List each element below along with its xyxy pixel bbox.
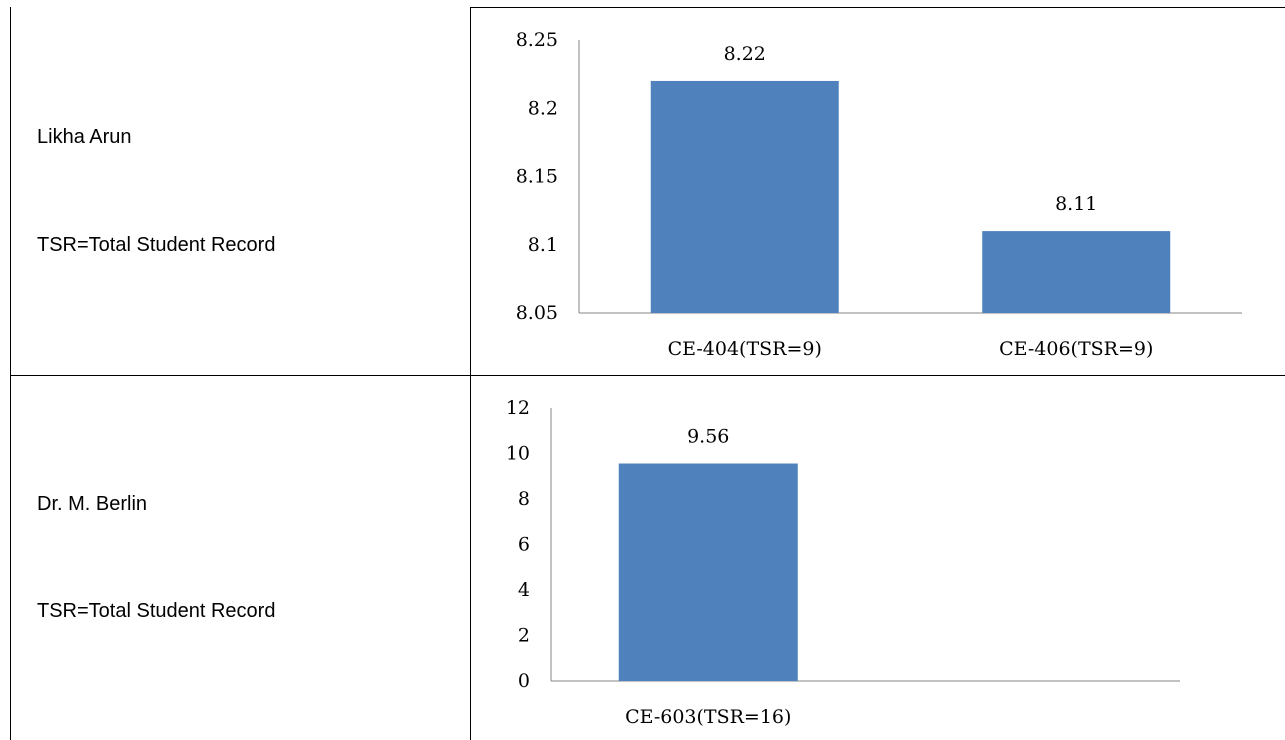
y-tick-label: 8.25 <box>516 29 558 51</box>
y-tick-label: 4 <box>518 579 530 601</box>
table-row-divider <box>10 375 1285 376</box>
y-tick-label: 0 <box>518 670 530 692</box>
instructor-name: Dr. M. Berlin <box>37 493 148 515</box>
instructor-name: Likha Arun <box>37 126 132 148</box>
x-category-label: CE-404(TSR=9) <box>668 338 822 360</box>
y-tick-label: 10 <box>506 443 530 465</box>
x-category-label: CE-406(TSR=9) <box>999 338 1153 360</box>
y-tick-label: 2 <box>518 625 530 647</box>
tsr-note: TSR=Total Student Record <box>37 234 276 256</box>
table-border-left <box>10 7 11 740</box>
y-tick-label: 6 <box>518 534 530 556</box>
y-tick-label: 8.2 <box>528 97 558 119</box>
bar <box>982 231 1171 313</box>
bar-chart-likha-arun: 8.25 8.2 8.15 8.1 8.05 8.22 CE-404(TSR=9) 8.11 C… <box>516 29 1242 360</box>
data-label: 8.11 <box>1055 193 1097 215</box>
data-label: 8.22 <box>724 43 766 65</box>
y-tick-label: 12 <box>506 397 530 419</box>
bar <box>618 463 798 681</box>
table-border-top <box>470 7 1285 8</box>
table-column-divider <box>470 7 471 740</box>
y-tick-label: 8 <box>518 488 530 510</box>
y-tick-label: 8.05 <box>516 302 558 324</box>
y-tick-label: 8.15 <box>516 166 558 188</box>
x-category-label: CE-603(TSR=16) <box>625 706 791 728</box>
y-tick-label: 8.1 <box>528 234 558 256</box>
bar <box>650 80 839 313</box>
tsr-note: TSR=Total Student Record <box>37 600 276 622</box>
data-label: 9.56 <box>687 426 729 448</box>
